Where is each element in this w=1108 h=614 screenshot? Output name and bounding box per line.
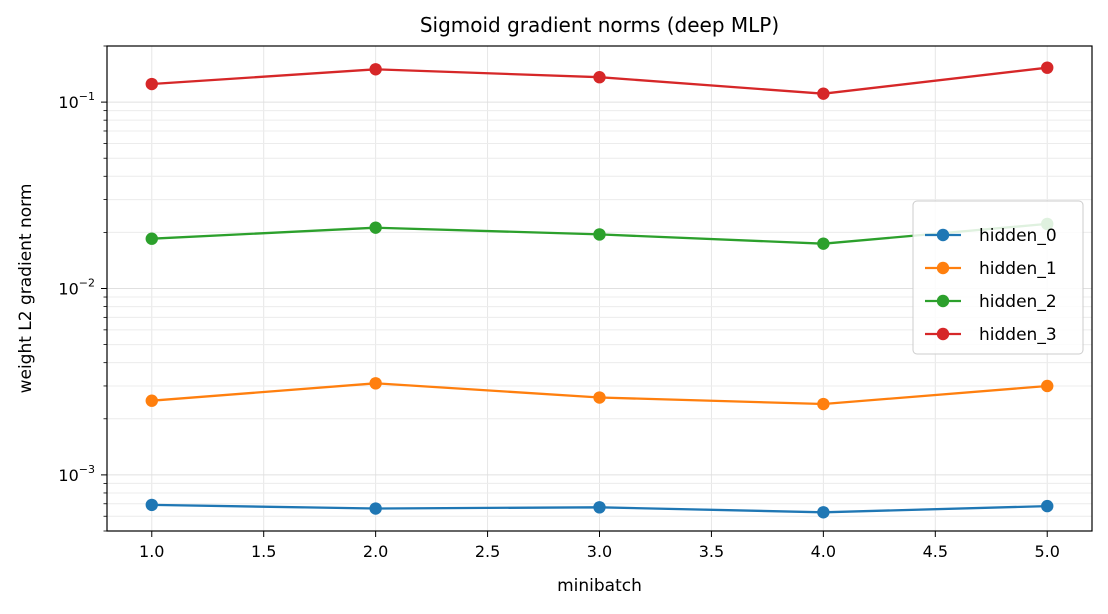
x-tick-label: 4.5 xyxy=(923,542,948,561)
data-point-hidden_2 xyxy=(593,228,606,241)
x-tick-label: 4.0 xyxy=(811,542,836,561)
y-axis-label: weight L2 gradient norm xyxy=(16,184,36,394)
x-tick-label: 3.0 xyxy=(587,542,612,561)
data-point-hidden_0 xyxy=(817,506,830,519)
y-tick-label: 10−3 xyxy=(58,463,95,485)
x-tick-label: 2.0 xyxy=(363,542,388,561)
x-tick-label: 3.5 xyxy=(699,542,724,561)
data-point-hidden_2 xyxy=(817,237,830,250)
legend-box xyxy=(912,200,1084,355)
data-point-hidden_0 xyxy=(1041,499,1054,513)
data-point-hidden_1 xyxy=(145,394,158,407)
x-tick-label: 1.0 xyxy=(139,542,164,561)
data-point-hidden_1 xyxy=(369,377,382,390)
data-point-hidden_0 xyxy=(369,502,382,515)
legend-marker-hidden_2 xyxy=(936,294,950,308)
legend-label-hidden_2: hidden_2 xyxy=(979,292,1057,312)
legend-marker-hidden_1 xyxy=(936,261,950,275)
legend-label-hidden_3: hidden_3 xyxy=(979,325,1057,345)
data-point-hidden_3 xyxy=(369,63,382,76)
legend-marker-hidden_0 xyxy=(936,228,950,242)
legend-label-hidden_0: hidden_0 xyxy=(979,226,1057,246)
tick-layer: 1.0 1.5 2.0 2.5 3.0 3.5 4.0 4.5 5.0 10−3 10−2 10−1 xyxy=(58,45,1060,561)
data-point-hidden_3 xyxy=(145,77,158,91)
legend: hidden_0 hidden_1 hidden_2 hidden_3 xyxy=(912,200,1084,355)
data-point-hidden_1 xyxy=(593,391,606,404)
series-layer xyxy=(145,61,1054,519)
legend-label-hidden_1: hidden_1 xyxy=(979,259,1057,279)
x-tick-label: 2.5 xyxy=(475,542,500,561)
x-tick-label: 5.0 xyxy=(1035,542,1060,561)
x-tick-label: 1.5 xyxy=(251,542,276,561)
data-point-hidden_3 xyxy=(593,71,606,84)
y-tick-label: 10−1 xyxy=(58,90,95,112)
data-point-hidden_2 xyxy=(145,232,158,245)
y-tick-label: 10−2 xyxy=(58,277,95,299)
data-point-hidden_2 xyxy=(369,221,382,234)
legend-marker-hidden_3 xyxy=(936,327,950,341)
data-point-hidden_3 xyxy=(1041,61,1054,74)
data-point-hidden_1 xyxy=(817,397,830,411)
data-point-hidden_1 xyxy=(1041,379,1054,393)
x-axis-label: minibatch xyxy=(557,576,642,596)
data-point-hidden_3 xyxy=(817,87,830,100)
data-point-hidden_0 xyxy=(145,498,158,512)
data-point-hidden_0 xyxy=(593,501,606,514)
chart-title: Sigmoid gradient norms (deep MLP) xyxy=(420,13,779,37)
